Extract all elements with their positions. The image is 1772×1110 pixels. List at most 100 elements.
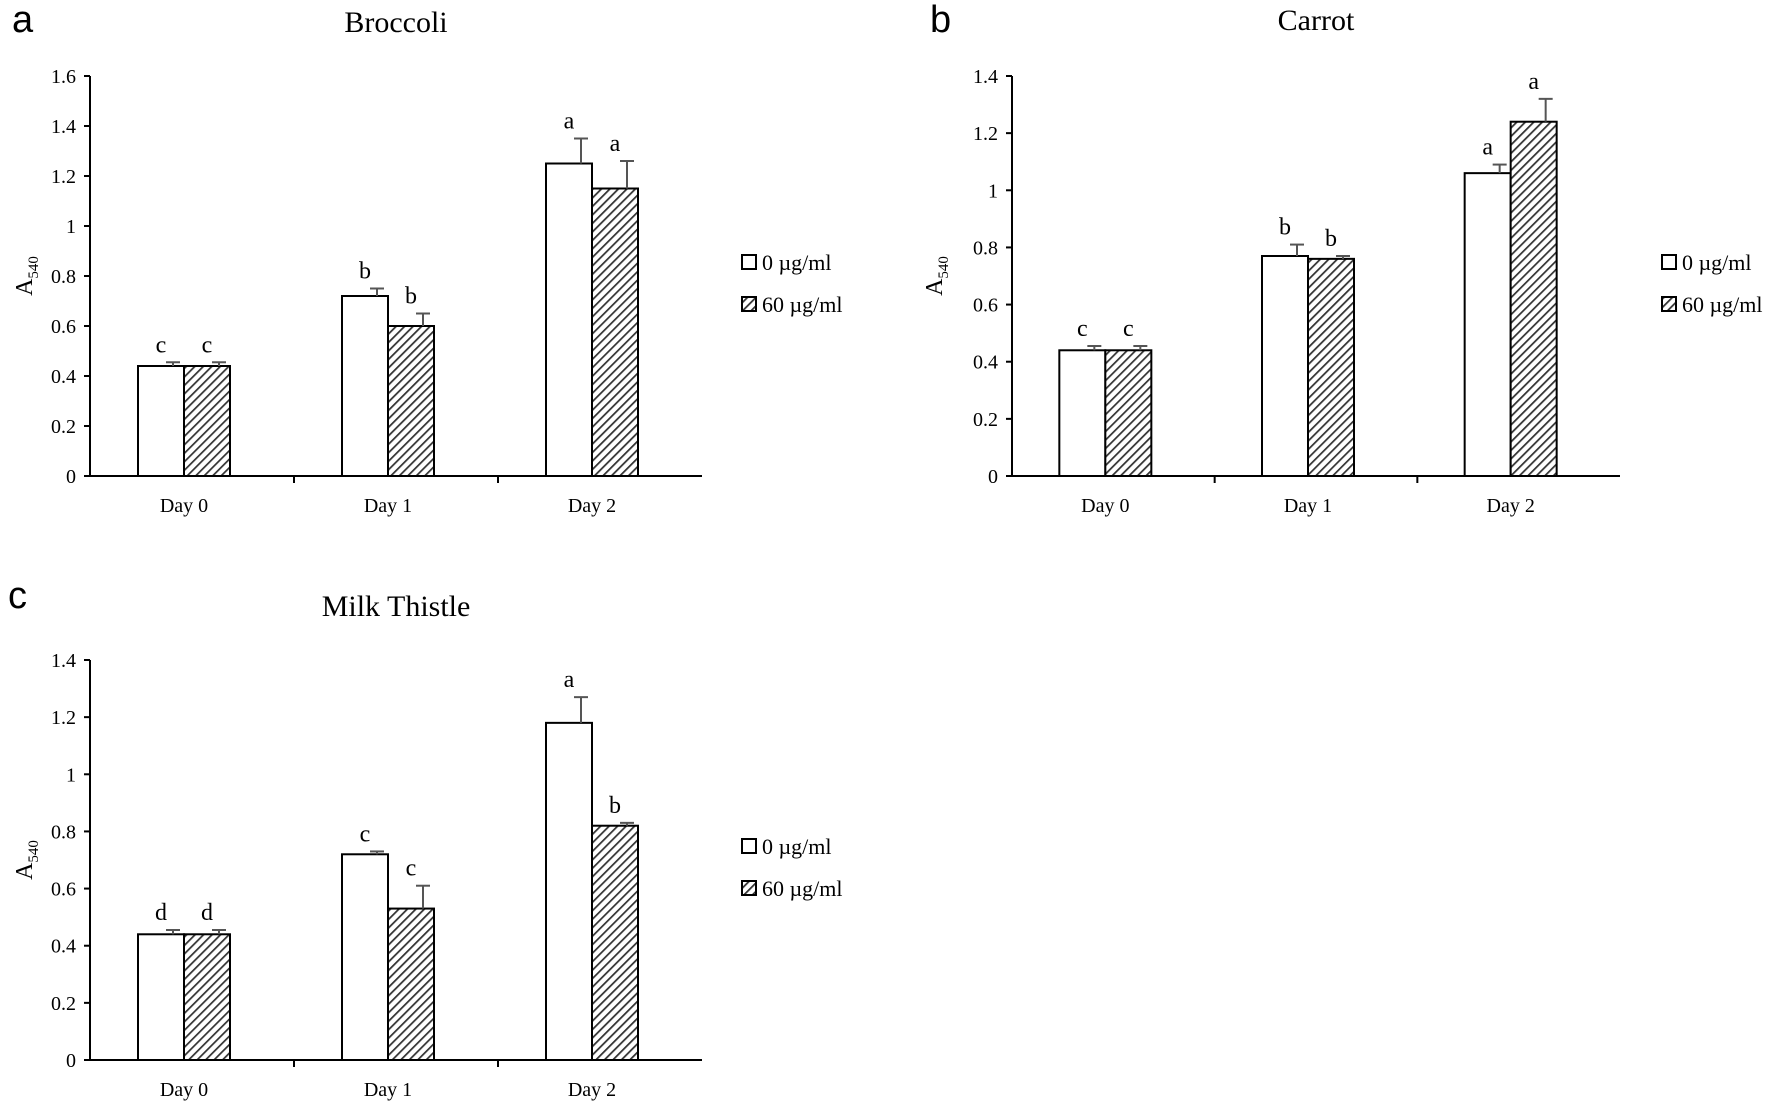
significance-label: c	[202, 332, 213, 358]
chart-title: Carrot	[1278, 4, 1355, 37]
bar-0ugml-day-2	[545, 721, 593, 1061]
y-tick-label: 1.4	[51, 650, 76, 672]
y-tick-label: 1.4	[51, 116, 76, 138]
y-axis-label: A540	[12, 256, 42, 296]
x-tick-label: Day 0	[160, 495, 208, 517]
bar-0ugml-day-1	[1261, 255, 1309, 477]
y-axis-label-main: A	[12, 862, 38, 880]
x-tick-label: Day 2	[568, 1079, 616, 1101]
panel-letter: c	[8, 575, 27, 617]
x-tick-label: Day 0	[160, 1079, 208, 1101]
legend-swatch-60ugml	[741, 880, 757, 896]
bar-0ugml-day-1	[341, 295, 389, 477]
panel-letter: a	[12, 0, 34, 41]
significance-label: c	[1077, 316, 1088, 342]
y-tick-label: 1.2	[51, 707, 76, 729]
legend-label: 0 µg/ml	[762, 250, 832, 275]
y-tick-label: 0.4	[51, 936, 76, 958]
y-tick-label: 0.2	[51, 993, 76, 1015]
y-tick-label: 0	[66, 1050, 76, 1072]
y-tick-label: 0.8	[51, 821, 76, 843]
significance-label: b	[1325, 226, 1337, 252]
y-tick-label: 1	[988, 180, 998, 202]
significance-label: d	[155, 900, 167, 926]
chart-panel-a: a Broccoli 0 0.2 0.4 0.6 0.8 1 1.2 1.4 1.6 A540 Day …	[12, 0, 843, 517]
y-tick-label: 1.2	[51, 166, 76, 188]
chart-panel-c: c Milk Thistle 0 0.2 0.4 0.6 0.8 1 1.2 1.4 A540 Day…	[8, 575, 843, 1101]
legend-label: 60 µg/ml	[762, 292, 843, 317]
y-tick-label: 0	[988, 466, 998, 488]
bar-60ugml-day-2	[1509, 120, 1558, 477]
significance-label: a	[610, 131, 621, 157]
panel-letter: b	[930, 0, 951, 41]
y-tick-label: 0.4	[973, 352, 998, 374]
y-axis-label: A540	[12, 840, 42, 880]
y-tick-label: 0.2	[51, 416, 76, 438]
y-axis-label-main: A	[12, 278, 38, 296]
significance-label: a	[564, 109, 575, 135]
y-tick-label: 0.2	[973, 409, 998, 431]
x-tick-label: Day 0	[1081, 495, 1129, 517]
y-axis-label-main: A	[922, 278, 948, 296]
y-tick-label: 1	[66, 764, 76, 786]
chart-title: Milk Thistle	[322, 590, 471, 623]
bar-0ugml-day-2	[1463, 172, 1512, 477]
significance-label: c	[1123, 316, 1134, 342]
legend-swatch-0ugml	[741, 254, 757, 270]
bar-60ugml-day-1	[387, 325, 435, 477]
y-axis-label: A540	[922, 256, 952, 296]
bar-0ugml-day-1	[341, 853, 389, 1061]
x-tick-label: Day 2	[1487, 495, 1535, 517]
significance-label: d	[201, 900, 213, 926]
bar-0ugml-day-0	[1058, 349, 1107, 477]
y-tick-label: 0.6	[51, 316, 76, 338]
x-tick-label: Day 1	[1284, 495, 1332, 517]
y-tick-label: 0.8	[973, 237, 998, 259]
legend-label: 60 µg/ml	[1682, 292, 1763, 317]
y-tick-label: 0.8	[51, 266, 76, 288]
y-axis-label-subscript: 540	[936, 256, 952, 279]
significance-label: c	[406, 856, 417, 882]
y-axis-label-subscript: 540	[26, 256, 42, 279]
legend-label: 0 µg/ml	[1682, 250, 1752, 275]
legend-swatch-60ugml	[741, 296, 757, 312]
significance-label: a	[1528, 69, 1539, 95]
y-tick-label: 1	[66, 216, 76, 238]
y-tick-label: 1.6	[51, 66, 76, 88]
chart-title: Broccoli	[344, 6, 447, 39]
y-tick-label: 0.6	[973, 295, 998, 317]
bar-0ugml-day-0	[137, 365, 185, 477]
bar-60ugml-day-1	[1307, 257, 1355, 477]
chart-panel-b: b Carrot 0 0.2 0.4 0.6 0.8 1 1.2 1.4 A540 Day 0 c c Da…	[922, 0, 1763, 517]
significance-label: b	[1279, 215, 1291, 241]
legend-swatch-0ugml	[1661, 254, 1677, 270]
significance-label: b	[405, 284, 417, 310]
y-axis-label-subscript: 540	[26, 840, 42, 863]
significance-label: c	[156, 332, 167, 358]
x-tick-label: Day 2	[568, 495, 616, 517]
bar-60ugml-day-2	[591, 187, 639, 477]
y-tick-label: 1.4	[973, 66, 998, 88]
significance-label: a	[1482, 135, 1493, 161]
bar-60ugml-day-0	[1104, 349, 1153, 477]
y-tick-label: 1.2	[973, 123, 998, 145]
y-tick-label: 0	[66, 466, 76, 488]
legend-label: 0 µg/ml	[762, 834, 832, 859]
significance-label: a	[564, 667, 575, 693]
bar-60ugml-day-2	[591, 824, 639, 1062]
significance-label: b	[359, 259, 371, 285]
significance-label: c	[360, 821, 371, 847]
x-tick-label: Day 1	[364, 495, 412, 517]
bar-60ugml-day-1	[387, 907, 435, 1061]
bar-60ugml-day-0	[183, 933, 231, 1061]
bar-0ugml-day-0	[137, 933, 185, 1061]
significance-label: b	[609, 793, 621, 819]
bar-0ugml-day-2	[545, 162, 593, 477]
bar-60ugml-day-0	[183, 365, 231, 477]
y-tick-label: 0.6	[51, 879, 76, 901]
legend-label: 60 µg/ml	[762, 876, 843, 901]
y-tick-label: 0.4	[51, 366, 76, 388]
legend-swatch-0ugml	[741, 838, 757, 854]
legend-swatch-60ugml	[1661, 296, 1677, 312]
